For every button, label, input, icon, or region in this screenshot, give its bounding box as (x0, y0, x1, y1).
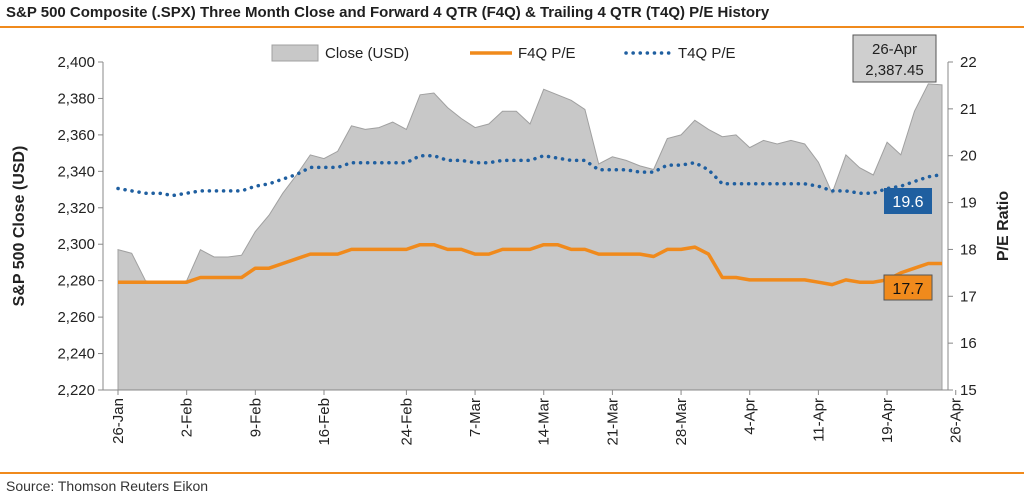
x-tick-label: 24-Feb (398, 398, 415, 446)
y2-tick-label: 15 (960, 382, 977, 399)
x-tick-label: 9-Feb (247, 398, 264, 437)
x-tick-label: 21-Mar (604, 398, 621, 446)
t4q-value-badge (884, 188, 932, 214)
chart: 2,220 2,240 2,260 2,280 2,300 2,320 2,340 2,360… (11, 34, 1012, 446)
x-tick-label: 19-Apr (879, 398, 896, 443)
y-tick-label: 2,280 (57, 273, 95, 290)
x-tick-label: 7-Mar (467, 398, 484, 437)
y2-tick-label: 21 (960, 101, 977, 118)
series-close-area (117, 83, 943, 391)
f4q-value-badge (883, 274, 933, 301)
y-axis-title: S&P 500 Close (USD) (11, 146, 28, 307)
axes-layer: 2,220 2,240 2,260 2,280 2,300 2,320 2,340 2,360… (11, 54, 1012, 446)
y-tick-label: 2,220 (57, 382, 95, 399)
close-area-layer (117, 83, 943, 391)
chart-title: S&P 500 Composite (.SPX) Three Month Clo… (6, 4, 770, 21)
x-tick-label: 28-Mar (673, 398, 690, 446)
legend-swatch-close (271, 44, 319, 62)
y-tick-label: 2,380 (57, 90, 95, 107)
y2-tick-label: 19 (960, 195, 977, 212)
x-tick-label: 4-Apr (742, 398, 759, 435)
last-close-value: 2,387.45 (865, 62, 923, 79)
y-tick-label: 2,300 (57, 236, 95, 253)
legend-label-f4q: F4Q P/E (518, 45, 576, 62)
y2-tick-label: 20 (960, 148, 977, 165)
x-tick-label: 2-Feb (179, 398, 196, 437)
x-tick-label: 16-Feb (316, 398, 333, 446)
y2-tick-label: 22 (960, 54, 977, 71)
last-close-callout (852, 34, 937, 83)
y-tick-label: 2,260 (57, 309, 95, 326)
x-tick-label: 26-Apr (948, 398, 965, 443)
series-t4q-line (116, 153, 944, 198)
y2-tick-label: 17 (960, 288, 977, 305)
t4q-value-label: 19.6 (892, 194, 923, 211)
y2-axis-title: P/E Ratio (995, 191, 1012, 261)
pe-lines-layer (116, 153, 944, 287)
series-f4q-line (118, 242, 942, 287)
x-tick-label: 11-Apr (810, 398, 827, 442)
last-close-date: 26-Apr (872, 41, 917, 58)
y2-tick-label: 16 (960, 335, 977, 352)
y-tick-label: 2,240 (57, 346, 95, 363)
legend-label-close: Close (USD) (325, 45, 409, 62)
annotations: 26-Apr 2,387.45 19.6 17.7 (852, 34, 937, 301)
source-note: Source: Thomson Reuters Eikon (6, 478, 209, 494)
y-tick-label: 2,400 (57, 54, 95, 71)
y-tick-label: 2,340 (57, 163, 95, 180)
f4q-value-label: 17.7 (892, 281, 923, 298)
x-tick-label: 14-Mar (536, 398, 553, 446)
y2-tick-label: 18 (960, 241, 977, 258)
source-rule (0, 472, 1024, 474)
x-tick-label: 26-Jan (110, 398, 127, 444)
y-tick-label: 2,360 (57, 127, 95, 144)
legend: Close (USD) F4Q P/E T4Q P/E (271, 44, 736, 62)
y-tick-label: 2,320 (57, 200, 95, 217)
title-bar: S&P 500 Composite (.SPX) Three Month Clo… (0, 0, 1024, 28)
legend-label-t4q: T4Q P/E (678, 45, 736, 62)
